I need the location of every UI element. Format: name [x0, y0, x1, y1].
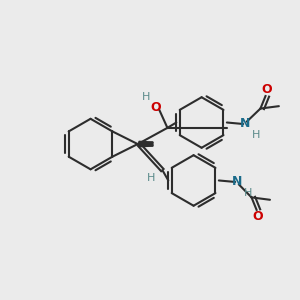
Text: N: N: [232, 176, 242, 188]
Text: H: H: [147, 173, 155, 183]
Text: H: H: [251, 130, 260, 140]
Text: N: N: [239, 118, 250, 130]
Text: O: O: [253, 210, 263, 223]
Text: O: O: [150, 101, 161, 114]
Text: O: O: [262, 83, 272, 96]
Text: H: H: [244, 188, 252, 198]
Text: H: H: [142, 92, 150, 102]
